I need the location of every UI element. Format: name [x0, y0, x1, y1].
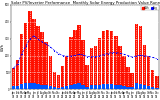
Bar — [98, 85, 101, 89]
Bar — [155, 88, 159, 89]
Bar — [48, 56, 52, 89]
Bar — [135, 24, 138, 89]
Bar — [77, 25, 81, 89]
Bar — [114, 36, 118, 89]
Bar — [110, 84, 113, 89]
Bar — [85, 65, 89, 89]
Bar — [143, 45, 146, 89]
Bar — [130, 87, 134, 89]
Bar — [73, 30, 77, 89]
Bar — [94, 46, 97, 89]
Bar — [81, 85, 85, 89]
Bar — [106, 84, 109, 89]
Bar — [12, 68, 15, 89]
Bar — [139, 84, 142, 89]
Bar — [36, 84, 40, 89]
Bar — [69, 37, 72, 89]
Bar — [151, 70, 154, 89]
Bar — [32, 19, 36, 89]
Bar — [65, 56, 68, 89]
Bar — [94, 85, 97, 89]
Bar — [24, 24, 28, 89]
Bar — [16, 60, 19, 89]
Bar — [77, 83, 81, 89]
Bar — [130, 73, 134, 89]
Bar — [16, 86, 19, 89]
Text: Solar PV/Inverter Performance  Monthly Solar Energy Production Value Running Ave: Solar PV/Inverter Performance Monthly So… — [11, 0, 160, 4]
Bar — [98, 38, 101, 89]
Bar — [147, 56, 150, 89]
Bar — [85, 87, 89, 89]
Y-axis label: kWh: kWh — [0, 43, 4, 51]
Bar — [65, 86, 68, 89]
Bar — [135, 83, 138, 89]
Bar — [126, 87, 130, 89]
Bar — [126, 67, 130, 89]
Bar — [61, 66, 64, 89]
Bar — [139, 26, 142, 89]
Bar — [102, 84, 105, 89]
Bar — [155, 76, 159, 89]
Bar — [28, 11, 32, 89]
Bar — [20, 84, 23, 89]
Bar — [40, 85, 44, 89]
Bar — [53, 87, 56, 89]
Bar — [143, 85, 146, 89]
Bar — [106, 30, 109, 89]
Bar — [122, 86, 126, 89]
Bar — [12, 86, 15, 89]
Bar — [44, 42, 48, 89]
Bar — [44, 85, 48, 89]
Bar — [81, 40, 85, 89]
Bar — [20, 34, 23, 89]
Bar — [147, 86, 150, 89]
Bar — [48, 86, 52, 89]
Bar — [118, 85, 122, 89]
Bar — [57, 88, 60, 89]
Bar — [36, 26, 40, 89]
Bar — [122, 56, 126, 89]
Bar — [89, 48, 93, 89]
Bar — [114, 85, 118, 89]
Bar — [89, 85, 93, 89]
Bar — [28, 83, 32, 89]
Bar — [69, 85, 72, 89]
Bar — [40, 32, 44, 89]
Bar — [151, 87, 154, 89]
Legend: kWh, Avg: kWh, Avg — [141, 5, 159, 10]
Bar — [73, 84, 77, 89]
Bar — [102, 31, 105, 89]
Bar — [24, 83, 28, 89]
Bar — [53, 72, 56, 89]
Bar — [61, 87, 64, 89]
Bar — [118, 46, 122, 89]
Bar — [57, 75, 60, 89]
Bar — [32, 83, 36, 89]
Bar — [110, 31, 113, 89]
